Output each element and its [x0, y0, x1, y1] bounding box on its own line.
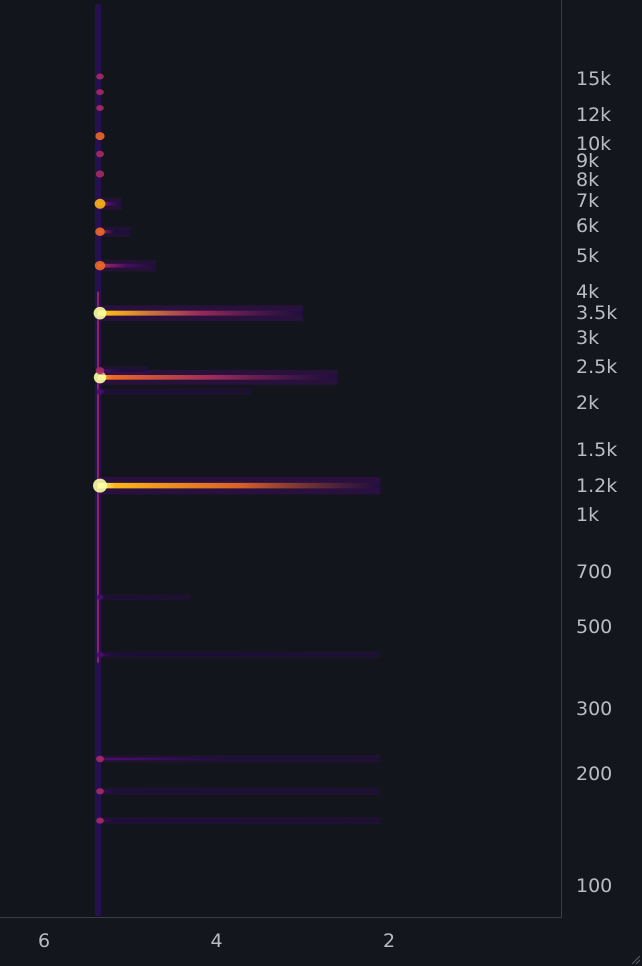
freq-tick-label: 2k — [576, 392, 600, 415]
attack-blob — [96, 594, 104, 600]
freq-tick-label: 15k — [576, 67, 612, 90]
freq-tick-label: 3.5k — [576, 302, 618, 325]
freq-tick-label: 8k — [576, 168, 600, 191]
freq-tick-label: 100 — [576, 875, 613, 897]
freq-tick-label: 5k — [576, 244, 600, 267]
harmonic-streak — [98, 819, 381, 822]
harmonic-streak — [98, 390, 251, 393]
harmonic-streak — [98, 596, 191, 599]
spectrogram-plot[interactable] — [0, 0, 562, 918]
harmonic-streak — [98, 230, 131, 234]
attack-blob — [95, 170, 105, 178]
frequency-axis: 15k 12k 10k 9k 8k 7k 6k 5k 4k 3.5k 3k 2.5k 2k 1.5k 1.2… — [562, 0, 642, 918]
attack-blob — [95, 367, 105, 375]
resize-grip-icon[interactable] — [630, 954, 640, 964]
harmonic-streak — [98, 369, 148, 372]
attack-blob — [96, 73, 104, 80]
attack-blob — [96, 150, 104, 158]
harmonic-streak — [98, 790, 381, 793]
freq-tick-label: 7k — [576, 190, 600, 213]
time-tick-label: 6 — [37, 930, 51, 952]
attack-blob — [94, 198, 106, 209]
freq-tick-label: 6k — [576, 215, 600, 238]
harmonic-streak — [98, 201, 122, 206]
harmonic-streak — [98, 310, 303, 316]
time-axis: 6 4 2 — [0, 918, 562, 966]
attack-blob — [93, 478, 107, 493]
attack-blob — [93, 306, 107, 320]
freq-tick-label: 1.2k — [576, 474, 618, 497]
attack-blob — [96, 388, 104, 395]
freq-tick-label: 9k — [576, 149, 600, 172]
attack-blob — [96, 89, 104, 96]
attack-blob — [95, 132, 105, 141]
freq-tick-label: 700 — [576, 561, 613, 584]
harmonic-streak — [98, 757, 381, 761]
time-tick-label: 2 — [382, 930, 396, 952]
freq-tick-label: 500 — [576, 615, 613, 638]
time-tick-label: 4 — [210, 930, 223, 952]
freq-tick-label: 1k — [576, 504, 600, 526]
attack-blob — [96, 105, 104, 112]
harmonic-streak — [98, 653, 381, 656]
freq-tick-label: 12k — [576, 103, 612, 126]
attack-blob — [95, 227, 105, 237]
attack-blob — [96, 755, 104, 763]
onset-core — [97, 291, 99, 663]
freq-tick-label: 10k — [576, 133, 612, 155]
freq-tick-label: 300 — [576, 697, 613, 720]
attack-blob — [96, 788, 104, 795]
harmonic-streak — [98, 263, 157, 268]
attack-blob — [96, 652, 104, 658]
freq-tick-label: 3k — [576, 326, 600, 349]
attack-blob — [93, 371, 107, 384]
harmonic-streak — [98, 374, 338, 380]
freq-tick-label: 2.5k — [576, 356, 618, 379]
spectrogram-canvas — [93, 4, 381, 916]
freq-tick-label: 4k — [576, 280, 600, 303]
freq-tick-label: 200 — [576, 763, 613, 786]
attack-blob — [96, 817, 104, 824]
harmonic-streak — [98, 482, 381, 489]
freq-tick-label: 1.5k — [576, 438, 618, 461]
attack-blob — [94, 260, 106, 271]
